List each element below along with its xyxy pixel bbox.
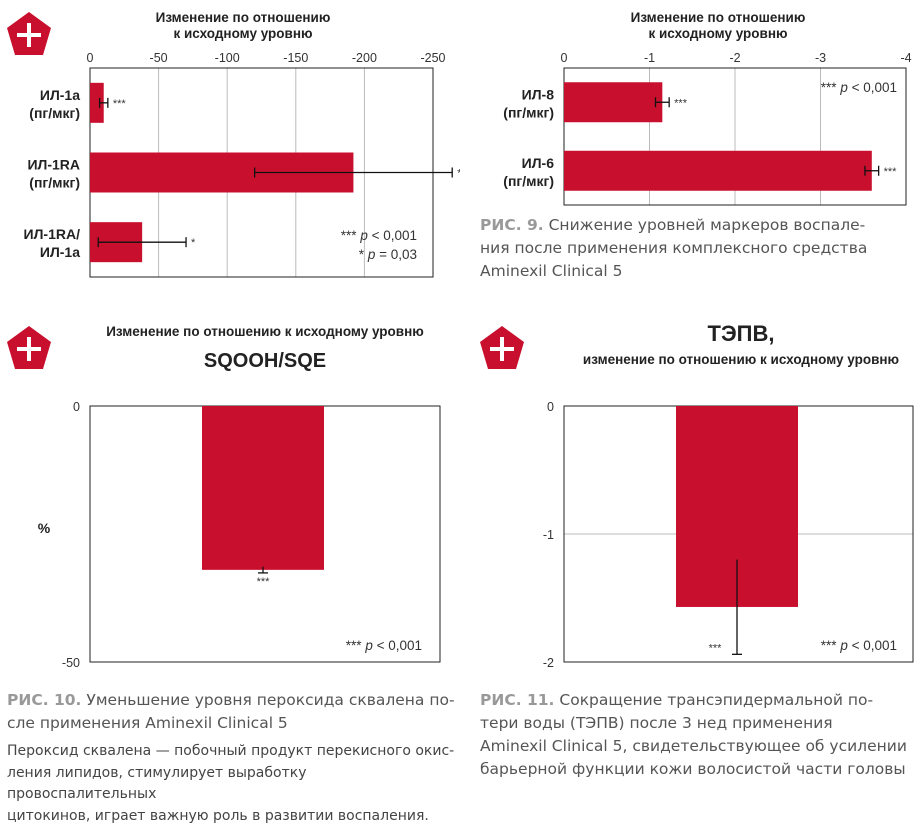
tick-label: -250 — [420, 51, 445, 65]
tick-label: 0 — [73, 400, 80, 414]
chart-subtitle: SQOOH/SQE — [204, 350, 326, 372]
legend-pvalue: * p = 0,03 — [359, 247, 417, 262]
plus-icon — [7, 326, 51, 369]
tick-label: -1 — [644, 51, 655, 65]
caption-text: барьерной функции кожи волосистой части … — [480, 760, 906, 778]
category-label: ИЛ-8 — [522, 86, 555, 102]
category-label: (пг/мкг) — [503, 173, 554, 189]
tick-label: -2 — [729, 51, 740, 65]
significance-label: *** — [457, 168, 460, 180]
chart-title-main: ТЭПВ, — [708, 321, 775, 346]
significance-label: *** — [113, 98, 127, 110]
chart-title: Изменение по отношению — [156, 10, 331, 25]
plot-frame — [563, 67, 907, 206]
y-axis-label: % — [38, 520, 51, 536]
tick-label: 0 — [87, 51, 94, 65]
caption-fig11: РИС. 11. Сокращение трансэпидермальной п… — [480, 689, 910, 781]
category-label: ИЛ-6 — [522, 155, 555, 171]
chart-title: изменение по отношению к исходному уровн… — [583, 352, 899, 367]
caption-text: ния после применения комплексного средст… — [480, 239, 868, 257]
caption-note-fig10: Пероксид сквалена — побочный продукт пер… — [7, 741, 457, 827]
chart-tewl: ТЭПВ, изменение по отношению к исходному … — [543, 321, 914, 670]
note-text: Пероксид сквалена — побочный продукт пер… — [7, 743, 455, 759]
legend-pvalue: *** p < 0,001 — [341, 228, 417, 243]
tick-label: -150 — [283, 51, 308, 65]
category-label: ИЛ-1RA/ — [24, 226, 81, 242]
chart-title: Изменение по отношению — [631, 10, 806, 25]
significance-label: *** — [709, 642, 723, 654]
significance-label: *** — [674, 97, 688, 109]
bar — [90, 82, 104, 123]
caption-text: Aminexil Clinical 5 — [480, 262, 623, 280]
caption-label: РИС. 11. — [480, 691, 555, 709]
category-label: (пг/мкг) — [29, 175, 80, 191]
tick-label: -50 — [62, 656, 80, 670]
caption-text: сле применения Aminexil Clinical 5 — [7, 714, 288, 732]
bar — [564, 82, 663, 123]
tick-label: -4 — [900, 51, 911, 65]
caption-text: Снижение уровней маркеров воспале- — [548, 216, 866, 234]
legend-pvalue: *** p < 0,001 — [821, 638, 897, 653]
tick-label: -200 — [352, 51, 377, 65]
caption-text: Уменьшение уровня пероксида сквалена по- — [86, 691, 455, 709]
note-text: цитокинов, играет важную роль в развитии… — [7, 807, 429, 824]
category-label: ИЛ-1RA — [27, 157, 80, 173]
bar — [564, 150, 872, 191]
plus-icon — [480, 326, 524, 369]
caption-label: РИС. 10. — [7, 691, 82, 709]
tick-label: 0 — [547, 400, 554, 414]
category-label: ИЛ-1а — [40, 244, 80, 260]
bar — [202, 406, 324, 570]
caption-text: Aminexil Clinical 5, свидетельствующее о… — [480, 737, 907, 755]
tick-label: -2 — [543, 656, 554, 670]
tick-label: -1 — [543, 528, 554, 542]
tick-label: 0 — [561, 51, 568, 65]
category-label: (пг/мкг) — [503, 104, 554, 120]
tick-label: -50 — [150, 51, 168, 65]
caption-text: Сокращение трансэпидермальной по- — [559, 691, 874, 709]
chart-title: к исходному уровню — [648, 26, 787, 41]
tick-label: -100 — [215, 51, 240, 65]
chart-squalene-peroxide: Изменение по отношению к исходному уровн… — [38, 324, 441, 670]
caption-label: РИС. 9. — [480, 216, 544, 234]
category-label: ИЛ-1а — [40, 87, 80, 103]
caption-fig10: РИС. 10. Уменьшение уровня пероксида скв… — [7, 689, 457, 735]
chart-title: к исходному уровню — [173, 26, 312, 41]
legend-pvalue: *** p < 0,001 — [346, 638, 422, 653]
caption-text: тери воды (ТЭПВ) после 3 нед применения — [480, 714, 833, 732]
significance-label: *** — [884, 166, 898, 178]
caption-fig9: РИС. 9. Снижение уровней маркеров воспал… — [480, 214, 910, 283]
significance-label: * — [191, 237, 196, 249]
chart-title: Изменение по отношению к исходному уровн… — [106, 324, 424, 339]
category-label: (пг/мкг) — [29, 105, 80, 121]
tick-label: -3 — [815, 51, 826, 65]
legend-pvalue: *** p < 0,001 — [821, 80, 897, 95]
plus-icon — [7, 12, 51, 55]
note-text: ления липидов, стимулирует выработку про… — [7, 764, 307, 803]
significance-label: *** — [257, 576, 271, 588]
